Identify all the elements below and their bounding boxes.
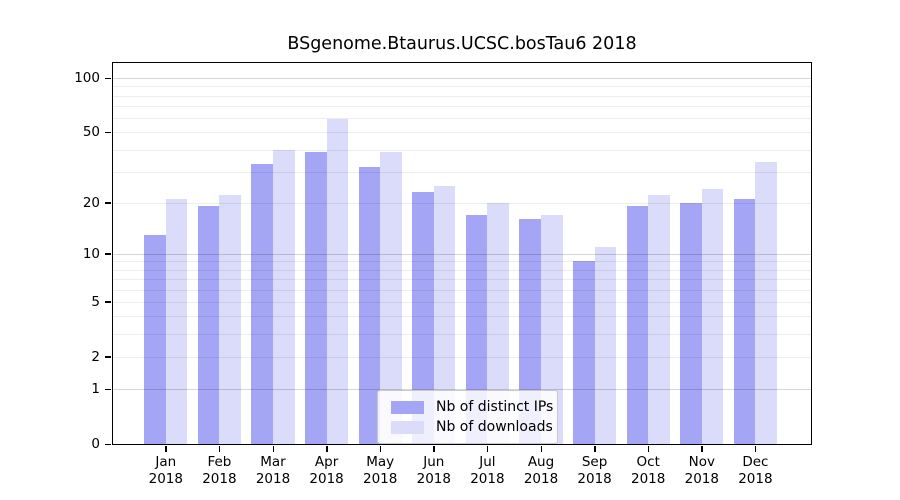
gridline-50	[113, 132, 811, 134]
chart-title: BSgenome.Btaurus.UCSC.bosTau6 2018	[287, 34, 637, 54]
bar-aug-downloads	[541, 214, 563, 444]
legend-box: Nb of distinct IPs Nb of downloads	[377, 390, 558, 444]
x-tick-aug	[540, 446, 542, 452]
bar-nov-downloads	[701, 188, 724, 444]
gridline-8	[113, 269, 811, 271]
y-tick-5	[105, 301, 111, 303]
y-tick-2	[105, 356, 111, 358]
x-tick-label-mar: Mar 2018	[255, 454, 291, 487]
x-tick-label-dec: Dec 2018	[738, 454, 773, 487]
bar-apr-downloads	[326, 119, 349, 444]
y-tick-label-10: 10	[82, 245, 100, 262]
bar-sep-downloads	[594, 246, 617, 444]
bar-sep-distinct-ips	[573, 261, 595, 444]
x-tick-label-feb: Feb 2018	[202, 454, 237, 487]
legend-item-downloads: Nb of downloads	[391, 417, 557, 437]
gridline-6	[113, 289, 811, 291]
x-tick-nov	[701, 446, 703, 452]
y-tick-label-50: 50	[82, 124, 100, 141]
gridline-2	[113, 356, 811, 358]
x-tick-label-may: May 2018	[363, 454, 398, 487]
bar-jun-distinct-ips	[412, 192, 434, 444]
gridline-7	[113, 279, 811, 281]
x-tick-jul	[486, 446, 489, 452]
gridline-3	[113, 334, 811, 336]
legend-item-distinct-ips: Nb of distinct IPs	[391, 397, 557, 417]
bar-dec-distinct-ips	[733, 198, 756, 444]
legend-label-distinct-ips: Nb of distinct IPs	[436, 399, 554, 415]
gridline-90	[113, 86, 811, 88]
gridline-30	[113, 171, 811, 173]
bar-jul-distinct-ips	[465, 214, 488, 444]
bar-mar-downloads	[273, 149, 295, 444]
bar-may-distinct-ips	[358, 166, 381, 444]
gridline-1	[113, 389, 811, 390]
plot-area	[112, 62, 812, 445]
x-tick-jun	[433, 446, 435, 452]
y-tick-50	[105, 131, 111, 134]
y-tick-label-2: 2	[91, 348, 100, 365]
y-tick-10	[105, 253, 111, 255]
x-tick-dec	[754, 446, 757, 452]
y-tick-100	[105, 77, 111, 79]
bar-may-downloads	[380, 151, 402, 444]
bar-jan-downloads	[165, 198, 188, 444]
x-tick-oct	[647, 446, 650, 452]
legend-swatch-distinct-ips	[391, 400, 424, 414]
plot-wrap: Nb of distinct IPs Nb of downloads 0 1 2 5 1…	[74, 62, 812, 487]
x-tick-label-jan: Jan 2018	[148, 454, 183, 487]
bar-feb-distinct-ips	[197, 206, 220, 444]
y-tick-label-0: 0	[91, 436, 100, 452]
gridline-100	[113, 78, 811, 79]
x-tick-label-oct: Oct 2018	[631, 454, 666, 487]
y-tick-label-20: 20	[82, 194, 100, 211]
bar-oct-distinct-ips	[626, 206, 649, 444]
x-tick-mar	[272, 446, 274, 452]
bar-jun-downloads	[433, 185, 456, 444]
x-tick-label-jul: Jul 2018	[470, 454, 505, 487]
bar-dec-downloads	[755, 162, 777, 444]
legend-swatch-downloads	[391, 420, 424, 434]
x-tick-may	[379, 446, 382, 452]
gridline-20	[113, 202, 811, 204]
y-tick-0	[105, 443, 111, 445]
bar-jan-distinct-ips	[144, 234, 166, 444]
x-tick-apr	[326, 446, 328, 452]
x-tick-label-apr: Apr 2018	[309, 454, 344, 487]
y-tick-label-5: 5	[91, 293, 100, 310]
x-tick-label-nov: Nov 2018	[684, 454, 719, 487]
y-tick-20	[105, 202, 111, 204]
gridline-10	[113, 253, 811, 255]
gridline-4	[113, 316, 811, 318]
legend-label-downloads: Nb of downloads	[436, 419, 553, 435]
y-tick-label-1: 1	[91, 381, 100, 397]
bar-apr-distinct-ips	[305, 151, 327, 444]
x-tick-feb	[218, 446, 221, 452]
bar-oct-downloads	[648, 195, 670, 444]
gridline-40	[113, 149, 811, 151]
bar-feb-downloads	[219, 195, 241, 444]
gridline-80	[113, 95, 811, 97]
gridline-9	[113, 261, 811, 263]
x-tick-sep	[594, 446, 596, 452]
bar-nov-distinct-ips	[680, 202, 702, 444]
gridline-70	[113, 106, 811, 107]
bar-jul-downloads	[487, 202, 509, 444]
x-tick-label-sep: Sep 2018	[577, 454, 612, 487]
y-tick-label-100: 100	[74, 70, 100, 86]
bar-aug-distinct-ips	[519, 219, 541, 444]
y-tick-1	[105, 388, 111, 390]
bar-mar-distinct-ips	[251, 164, 273, 444]
x-tick-jan	[165, 446, 167, 452]
x-tick-label-jun: Jun 2018	[416, 454, 451, 487]
gridline-60	[113, 118, 811, 119]
gridline-5	[113, 301, 811, 303]
x-tick-label-aug: Aug 2018	[523, 454, 559, 487]
